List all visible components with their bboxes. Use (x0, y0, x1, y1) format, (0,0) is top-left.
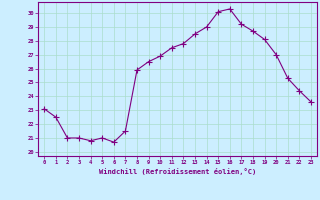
X-axis label: Windchill (Refroidissement éolien,°C): Windchill (Refroidissement éolien,°C) (99, 168, 256, 175)
